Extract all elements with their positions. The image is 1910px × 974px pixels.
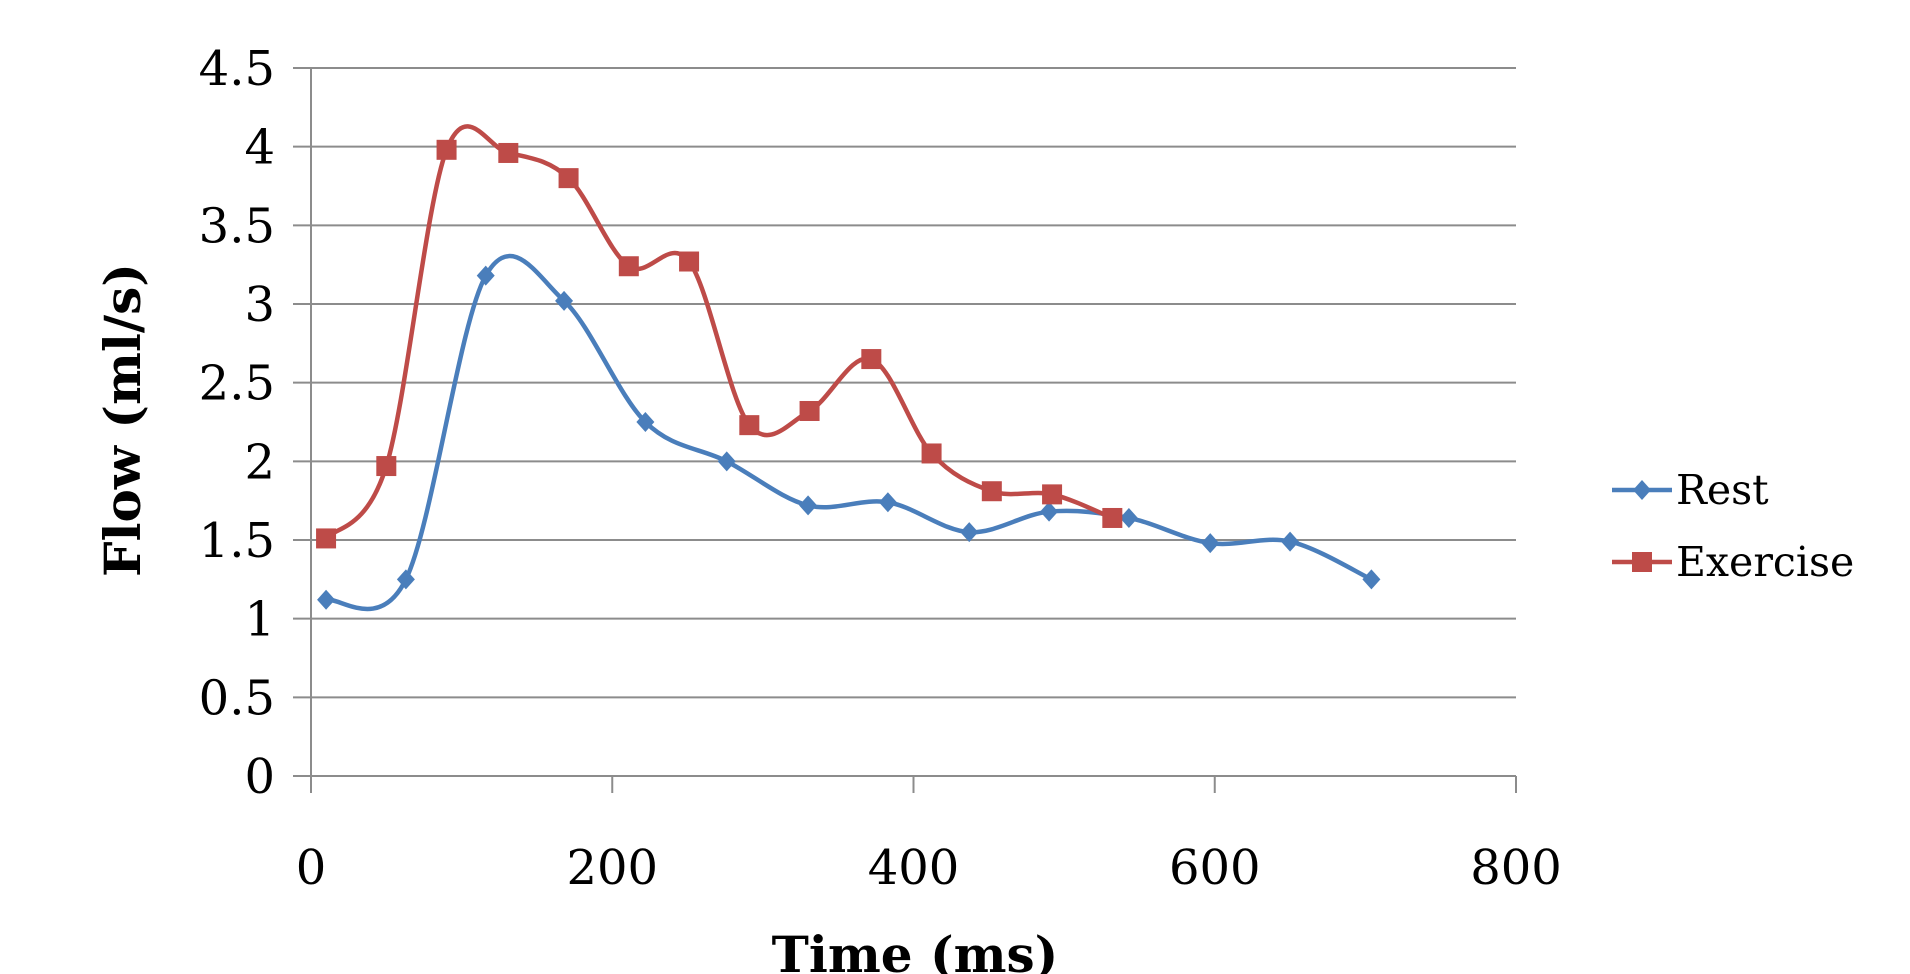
data-point-rest	[799, 495, 818, 516]
x-tick-label: 0	[296, 840, 327, 896]
y-tick-label: 1	[244, 592, 275, 648]
y-tick-label: 0	[244, 749, 275, 805]
x-tick-label: 400	[868, 840, 960, 896]
data-point-exercise	[861, 349, 882, 370]
data-point-exercise	[558, 168, 579, 189]
data-point-rest	[1040, 501, 1059, 522]
data-point-rest	[396, 569, 415, 590]
data-point-exercise	[376, 456, 397, 477]
legend: Rest Exercise	[1612, 466, 1854, 586]
x-tick-label: 600	[1169, 840, 1261, 896]
data-point-exercise	[1042, 484, 1063, 505]
legend-label-exercise: Exercise	[1676, 538, 1854, 586]
y-tick-label: 4	[244, 120, 275, 176]
series-line-exercise	[323, 124, 1115, 541]
y-tick-label: 3.5	[199, 198, 275, 254]
legend-marker-exercise	[1632, 552, 1652, 572]
y-tick-label: 2.5	[199, 356, 275, 412]
legend-label-rest: Rest	[1676, 466, 1769, 514]
data-point-exercise	[921, 443, 942, 464]
data-point-exercise	[799, 400, 820, 421]
data-point-exercise	[498, 142, 519, 163]
data-point-rest	[1201, 533, 1220, 554]
legend-item-exercise: Exercise	[1612, 538, 1854, 586]
x-axis-title: Time (ms)	[772, 925, 1059, 974]
y-tick-label: 2	[244, 434, 275, 490]
data-point-rest	[1362, 569, 1381, 590]
series-markers	[316, 139, 1381, 610]
data-point-rest	[960, 522, 979, 543]
legend-marker-rest	[1633, 480, 1651, 500]
data-point-exercise	[436, 139, 457, 160]
x-tick-label: 800	[1470, 840, 1562, 896]
data-point-rest	[1119, 507, 1138, 528]
legend-item-rest: Rest	[1612, 466, 1769, 514]
y-tick-label: 4.5	[199, 41, 275, 97]
series-lines	[323, 124, 1374, 612]
data-point-exercise	[1102, 507, 1123, 528]
y-axis-title: Flow (ml/s)	[93, 263, 152, 577]
data-point-rest	[1281, 531, 1300, 552]
y-tick-label: 0.5	[199, 670, 275, 726]
data-point-rest	[317, 589, 336, 610]
data-point-rest	[476, 265, 495, 286]
data-point-exercise	[316, 528, 337, 549]
series-line-rest	[323, 253, 1374, 612]
data-point-exercise	[981, 481, 1002, 502]
data-point-exercise	[679, 251, 700, 272]
y-tick-label: 3	[244, 277, 275, 333]
data-point-exercise	[739, 415, 760, 436]
data-point-rest	[878, 492, 897, 513]
gridlines	[311, 67, 1516, 699]
x-tick-label: 200	[566, 840, 658, 896]
data-point-rest	[555, 290, 574, 311]
tick-labels: 0 0.5 1 1.5 2 2.5 3 3.5 4 4.5 0 200 400 600 800	[199, 41, 1562, 896]
data-point-exercise	[618, 256, 639, 277]
y-tick-label: 1.5	[199, 513, 275, 569]
data-point-rest	[717, 451, 736, 472]
axes	[293, 67, 1517, 793]
data-point-rest	[636, 412, 655, 432]
